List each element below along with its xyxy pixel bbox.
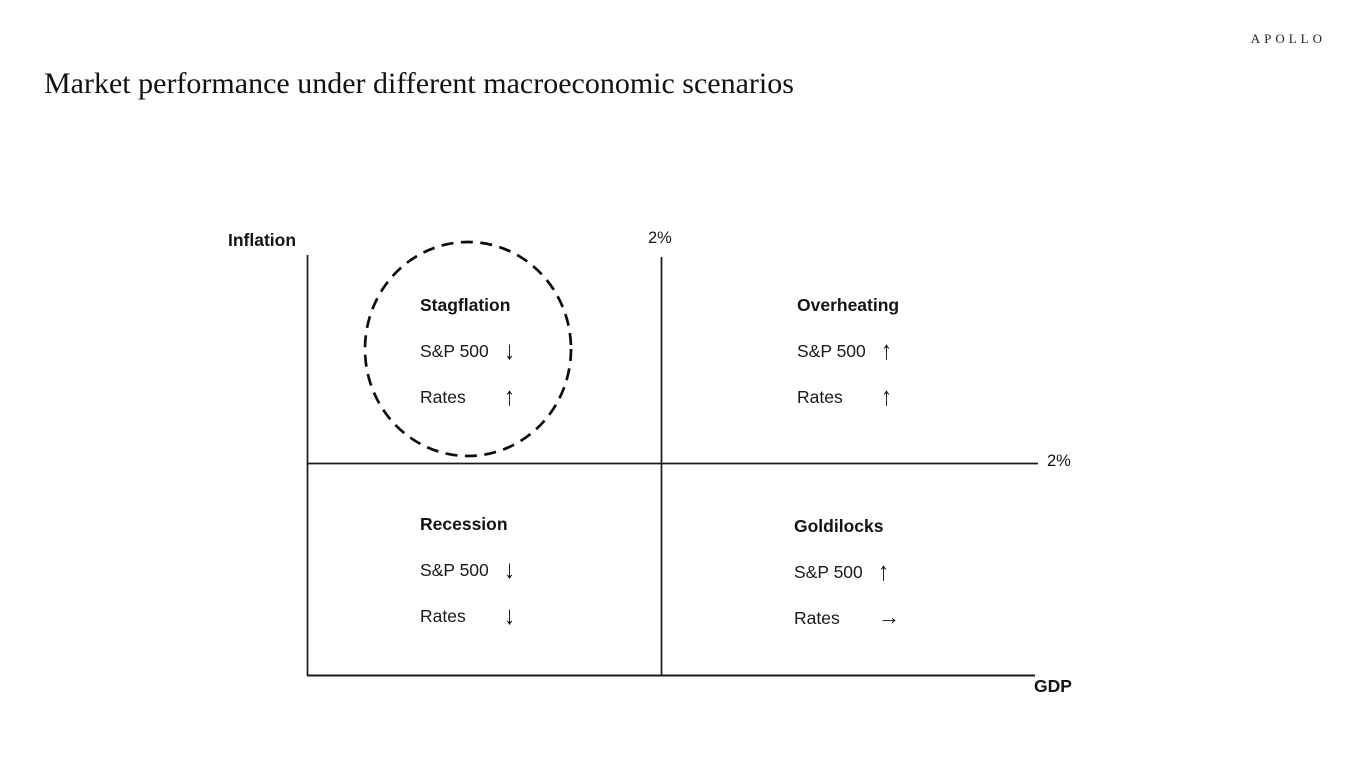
quadrant-goldilocks: Goldilocks S&P 500 ↑ Rates → (794, 516, 1014, 646)
quadrant-row: S&P 500 ↑ (794, 556, 889, 586)
asset-label: S&P 500 (794, 562, 863, 582)
quadrant-recession: Recession S&P 500 ↓ Rates ↓ (420, 514, 640, 644)
quadrant-row: Rates ↓ (420, 600, 515, 630)
right-arrow-icon: → (878, 604, 900, 629)
down-arrow-icon: ↓ (504, 554, 515, 584)
asset-label: Rates (420, 387, 466, 407)
down-arrow-icon: ↓ (504, 600, 515, 630)
asset-label: Rates (797, 387, 843, 407)
x-threshold-tick: 2% (1047, 452, 1071, 470)
quadrant-title: Recession (420, 514, 508, 534)
y-threshold-tick: 2% (648, 229, 672, 247)
quadrant-row: S&P 500 ↓ (420, 335, 515, 365)
y-axis-label: Inflation (228, 230, 297, 250)
asset-label: S&P 500 (420, 560, 489, 580)
asset-label: Rates (420, 606, 466, 626)
quadrant-row: Rates ↑ (420, 381, 515, 411)
up-arrow-icon: ↑ (878, 556, 889, 586)
quadrant-row: S&P 500 ↓ (420, 554, 515, 584)
page-title: Market performance under different macro… (44, 67, 794, 100)
asset-label: S&P 500 (420, 341, 489, 361)
down-arrow-icon: ↓ (504, 335, 515, 365)
apollo-logo: APOLLO (1250, 31, 1326, 46)
quadrant-row: Rates ↑ (797, 381, 892, 411)
quadrant-row: S&P 500 ↑ (797, 335, 892, 365)
stagflation-highlight-circle (363, 240, 573, 458)
quadrant-stagflation: Stagflation S&P 500 ↓ Rates ↑ (420, 295, 640, 425)
x-axis-label: GDP (1034, 676, 1072, 696)
quadrant-title: Stagflation (420, 295, 511, 315)
quadrant-title: Overheating (797, 295, 900, 315)
up-arrow-icon: ↑ (881, 335, 892, 365)
quadrant-overheating: Overheating S&P 500 ↑ Rates ↑ (797, 295, 1017, 425)
quadrant-title: Goldilocks (794, 516, 884, 536)
up-arrow-icon: ↑ (881, 381, 892, 411)
up-arrow-icon: ↑ (504, 381, 515, 411)
asset-label: Rates (794, 608, 840, 628)
asset-label: S&P 500 (797, 341, 866, 361)
quadrant-row: Rates → (794, 604, 900, 629)
